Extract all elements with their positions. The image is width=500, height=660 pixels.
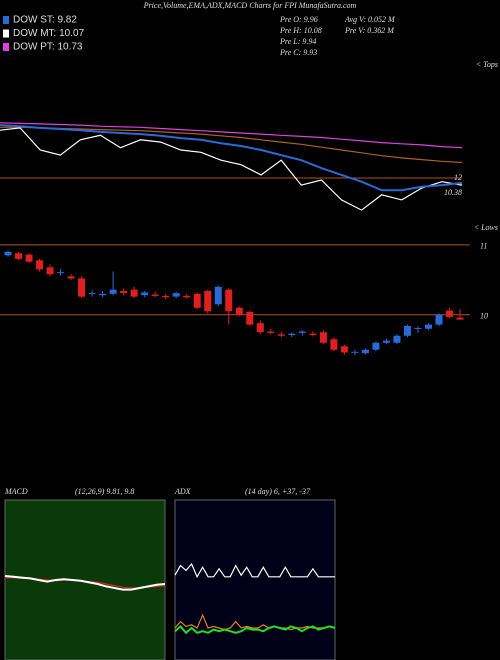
candle-body (36, 260, 44, 270)
candle-body (256, 323, 264, 333)
candle-body (424, 324, 432, 329)
stat: Pre C: 9.93 (279, 48, 317, 57)
candle-body (4, 251, 12, 256)
stat: Pre O: 9.96 (279, 15, 318, 24)
candle-body (46, 267, 54, 275)
y-tick-label: 11 (480, 242, 487, 251)
candle-body (120, 291, 128, 294)
legend-swatch (3, 29, 9, 38)
candle-body (214, 286, 222, 305)
legend-label: DOW MT: 10.07 (13, 28, 85, 39)
series-line (0, 124, 463, 192)
candle-body (309, 333, 317, 336)
legend-swatch (3, 16, 9, 24)
candle-body (267, 331, 275, 333)
candle-body (67, 276, 75, 279)
candle-body (88, 293, 96, 295)
legend-label: DOW ST: 9.82 (13, 15, 77, 26)
candle-body (99, 293, 107, 296)
series-line (174, 562, 335, 579)
candle-body (78, 278, 86, 297)
candle-body (172, 293, 180, 297)
y-tick-label: 10 (480, 312, 488, 321)
series-line (0, 122, 463, 149)
candle-body (183, 295, 191, 298)
candle-body (393, 335, 401, 343)
legend-label: DOW PT: 10.73 (13, 42, 83, 53)
annotation: 12 (454, 173, 462, 182)
series-line (0, 127, 463, 211)
candle-body (246, 311, 254, 325)
series-line (0, 126, 463, 164)
candle-body (340, 346, 348, 353)
stat: Pre L: 9.94 (279, 37, 316, 46)
annotation: < Lows (474, 223, 498, 232)
candle-body (288, 333, 296, 336)
candle-body (193, 293, 201, 308)
panel-subtitle: (14 day) 6, +37, -37 (245, 487, 311, 496)
candle-body (225, 289, 233, 312)
legend-swatch (3, 43, 9, 51)
candle-body (15, 253, 23, 259)
candle-body (162, 295, 170, 298)
candle-body (361, 349, 369, 354)
stat: Avg V: 0.052 M (344, 15, 396, 24)
candle-body (435, 314, 443, 325)
candle-body (403, 325, 411, 336)
candle-body (235, 307, 243, 315)
panel-bg (4, 499, 166, 660)
candle-body (57, 272, 65, 274)
candle-body (25, 254, 33, 262)
candle-body (204, 291, 212, 312)
annotation: 10.38 (444, 188, 462, 197)
candle-body (414, 328, 422, 330)
candle-body (298, 331, 306, 333)
series-line (174, 613, 336, 631)
stat: Pre V: 0.362 M (344, 26, 395, 35)
candle-body (330, 339, 338, 350)
panel-title: MACD (4, 487, 28, 496)
candle-body (372, 342, 380, 350)
candle-body (445, 310, 453, 317)
series-line (174, 624, 336, 635)
annotation: < Tops (476, 60, 498, 69)
candle-body (382, 340, 390, 343)
page-title: Price,Volume,EMA,ADX,MACD Charts for FPI… (143, 1, 357, 10)
panel-subtitle: (12,26,9) 9.81, 9.8 (75, 487, 134, 496)
candle-body (151, 294, 159, 296)
candle-body (141, 292, 149, 296)
candle-body (130, 289, 138, 297)
stat: Pre H: 10.08 (279, 26, 322, 35)
panel-bg (174, 499, 336, 660)
candle-body (277, 334, 285, 336)
panel-title: ADX (174, 487, 192, 496)
series-line (4, 575, 166, 591)
candle-body (109, 289, 117, 294)
candle-body (351, 351, 359, 353)
candle-body (319, 332, 327, 343)
candle-body (456, 317, 464, 320)
